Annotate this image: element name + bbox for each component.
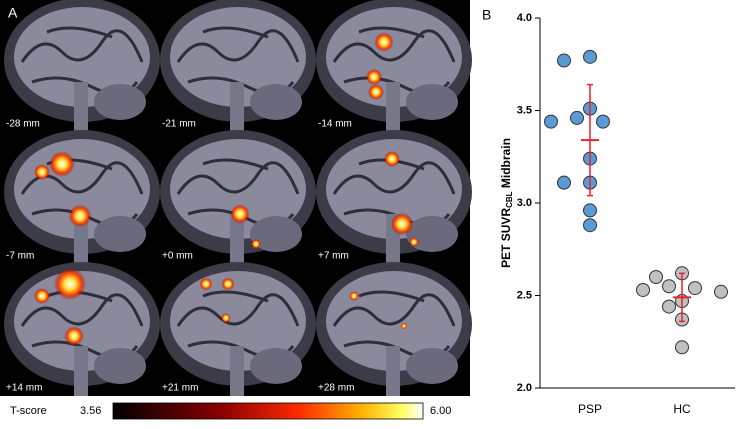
activation (230, 204, 250, 224)
activation (49, 151, 75, 177)
slice-label: -28 mm (6, 119, 40, 130)
colorbar-min: 3.56 (80, 405, 101, 417)
activation (34, 288, 50, 304)
brainstem (230, 82, 244, 132)
activation (368, 84, 384, 100)
cerebellum (94, 216, 146, 252)
data-point (636, 282, 650, 297)
activation (68, 204, 92, 228)
data-point (662, 279, 676, 294)
brain-slice: +28 mm (316, 262, 472, 396)
brain-slice: +14 mm (4, 262, 160, 396)
brainstem (230, 214, 244, 264)
activation (199, 277, 213, 291)
cerebellum (250, 348, 302, 384)
brainstem (74, 346, 88, 396)
data-point (688, 281, 702, 296)
cerebellum (406, 84, 458, 120)
y-tick-label: 4.0 (517, 12, 532, 24)
y-tick-label: 2.5 (517, 289, 532, 301)
data-point (583, 218, 597, 233)
slice-label: -7 mm (6, 251, 34, 262)
cerebellum (94, 84, 146, 120)
brainstem (74, 82, 88, 132)
slice-label: -21 mm (162, 119, 196, 130)
data-point (675, 340, 689, 355)
colorbar-label: T-score (10, 405, 47, 417)
brain-slice: +0 mm (160, 130, 316, 264)
brain-slice: -21 mm (160, 0, 316, 132)
y-tick-label: 3.5 (517, 104, 532, 116)
y-tick-label: 3.0 (517, 197, 532, 209)
data-point (570, 110, 584, 125)
data-point (544, 114, 558, 129)
activation (349, 291, 359, 301)
x-tick-label: HC (673, 402, 691, 416)
cerebellum (94, 348, 146, 384)
brainstem (386, 82, 400, 132)
data-point (662, 299, 676, 314)
brain-slice: +21 mm (160, 262, 316, 396)
data-point (583, 49, 597, 64)
activation (64, 326, 84, 346)
cerebellum (406, 348, 458, 384)
brain-slice: +7 mm (316, 130, 472, 264)
slice-label: +14 mm (6, 383, 42, 394)
activation (374, 32, 394, 52)
data-point (557, 175, 571, 190)
activation (384, 151, 400, 167)
slice-label: +0 mm (162, 251, 193, 262)
activation (54, 268, 86, 300)
brain-slice: -7 mm (4, 130, 160, 264)
activation (409, 237, 419, 247)
colorbar (112, 402, 424, 420)
colorbar-max: 6.00 (430, 405, 451, 417)
y-axis-label: PET SUVRCBL Midbrain (499, 138, 514, 268)
cerebellum (250, 216, 302, 252)
slice-label: +28 mm (318, 383, 354, 394)
activation (221, 277, 235, 291)
activation (221, 313, 231, 323)
data-point (714, 284, 728, 299)
panel-b: 2.0 2.5 3.0 3.5 4.0 PET SUVRCBL Midbrain PSP HC (499, 12, 735, 416)
brain-slice: -28 mm (4, 0, 160, 132)
data-point (596, 114, 610, 129)
activation (34, 164, 50, 180)
brain-slice: -14 mm (316, 0, 472, 132)
brainstem (386, 346, 400, 396)
activation (366, 69, 382, 85)
panel-label: B (482, 7, 491, 23)
slice-label: +21 mm (162, 383, 198, 394)
slice-label: +7 mm (318, 251, 349, 262)
panel-a: -28 mm -21 mm -14 mm -7 mm +0 mm +7 mm +14 mm +… (0, 0, 472, 396)
y-axis-label-part: Midbrain (499, 138, 513, 191)
panel-label: A (8, 5, 18, 21)
slice-label: -14 mm (318, 119, 352, 130)
activation (251, 239, 261, 249)
activation (390, 212, 414, 236)
data-point (557, 53, 571, 68)
cerebellum (250, 84, 302, 120)
brainstem (230, 346, 244, 396)
y-axis-label-part: PET SUVR (499, 208, 513, 268)
data-point (649, 270, 663, 284)
y-axis-label-part: CBL (505, 191, 514, 208)
activation (400, 322, 408, 330)
y-tick-label: 2.0 (517, 382, 532, 394)
cerebellum (406, 216, 458, 252)
data-point (583, 203, 597, 218)
x-tick-label: PSP (578, 402, 602, 416)
